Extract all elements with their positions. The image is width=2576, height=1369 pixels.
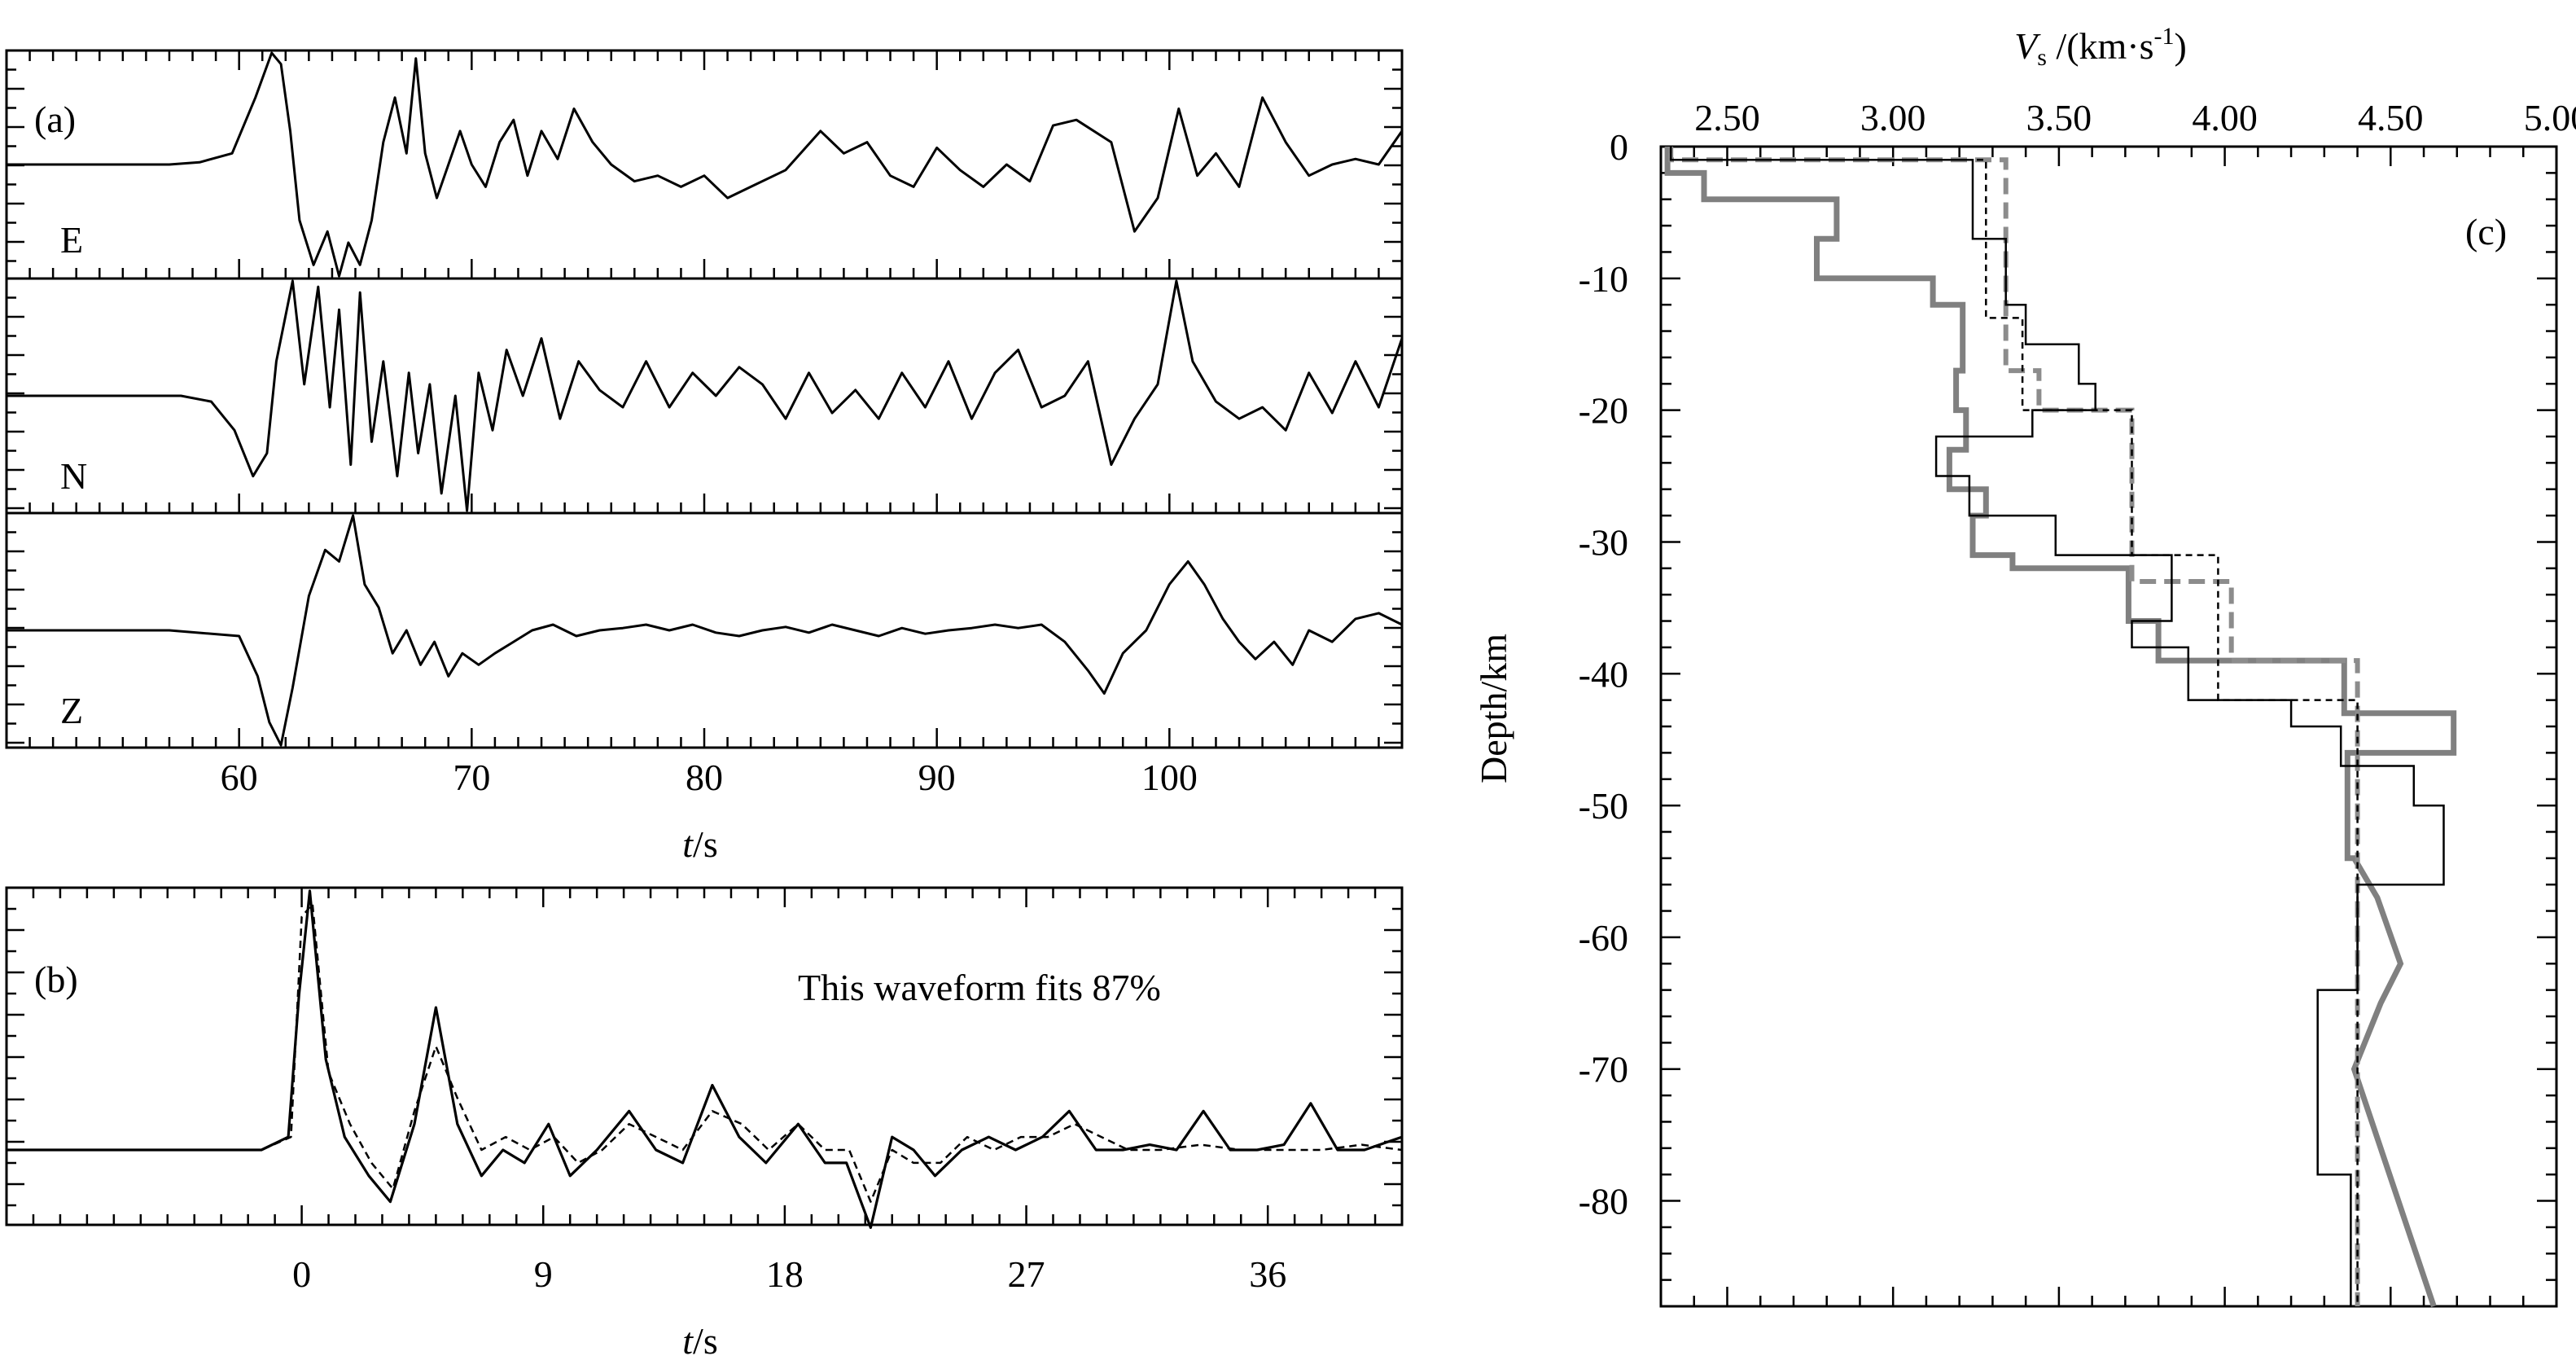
- panel-c-x-tick-label: 3.50: [2026, 97, 2092, 138]
- panel-c-plot-area: [1659, 145, 2558, 1308]
- panel-b-frame: [5, 886, 1404, 1226]
- panel-c-y-tick-label: 0: [1610, 126, 1628, 168]
- panel-a-waveforms: (a) E N Z 60 70 80 90 100 t/s: [5, 49, 1404, 865]
- panel-b-x-tick-labels: 0 9 18 27 36: [292, 1253, 1286, 1295]
- panel-a-x-tick-labels: 60 70 80 90 100: [221, 757, 1198, 798]
- panel-c-y-tick-label: -40: [1579, 653, 1628, 695]
- panel-b-plot-area: [5, 886, 1404, 1229]
- panel-c-x-tick-label: 4.00: [2192, 97, 2258, 138]
- panel-b-waveform-fit: (b) This waveform fits 87% 0 9 18 27 36 t/s: [5, 886, 1404, 1362]
- panel-c-x-tick-label: 5.00: [2524, 97, 2576, 138]
- panel-b-annotation: This waveform fits 87%: [798, 967, 1161, 1008]
- series-label-e: E: [60, 219, 83, 261]
- panel-c-frame: [1659, 145, 2558, 1308]
- panel-a-subplot-z: [5, 511, 1404, 749]
- panel-b-x-axis-label: t/s: [682, 1320, 717, 1362]
- panel-c-y-tick-label: -60: [1579, 917, 1628, 959]
- panel-c-y-tick-label: -80: [1579, 1181, 1628, 1222]
- series-label-n: N: [60, 455, 87, 497]
- panel-b-x-tick-label: 9: [534, 1253, 553, 1295]
- panel-a-subplot-n: [5, 277, 1404, 515]
- panel-c-y-tick-label: -50: [1579, 785, 1628, 827]
- panel-a-x-tick-label: 60: [221, 757, 258, 798]
- panel-c-y-tick-labels: 0 -10 -20 -30 -40 -50 -60 -70 -80: [1579, 126, 1628, 1222]
- panel-b-x-tick-label: 18: [766, 1253, 804, 1295]
- panel-b-x-tick-label: 27: [1008, 1253, 1045, 1295]
- velocity-profile-gray-thick-dashed: [1668, 147, 2360, 1306]
- observed-waveform-solid: [7, 889, 1403, 1229]
- velocity-profile-black-thin-dashed: [1669, 147, 2359, 1306]
- panel-a-z-frame: [5, 511, 1404, 749]
- panel-a-subplot-e: [5, 49, 1404, 280]
- velocity-profile-black-thin-solid: [1669, 147, 2445, 1306]
- panel-b-x-tick-label: 36: [1249, 1253, 1286, 1295]
- panel-a-e-frame: [5, 49, 1404, 280]
- waveform-line-z: [7, 514, 1403, 747]
- panel-c-y-tick-label: -30: [1579, 521, 1628, 563]
- panel-a-x-tick-label: 70: [453, 757, 490, 798]
- panel-b-letter: (b): [34, 959, 78, 1000]
- panel-a-x-tick-label: 80: [686, 757, 723, 798]
- panel-a-x-tick-label: 100: [1141, 757, 1198, 798]
- panel-c-y-tick-label: -10: [1579, 258, 1628, 300]
- panel-c-y-axis-label: Depth/km: [1473, 634, 1514, 783]
- panel-c-x-tick-label: 4.50: [2358, 97, 2424, 138]
- waveform-line-e: [7, 51, 1404, 278]
- panel-b-x-tick-label: 0: [292, 1253, 311, 1295]
- panel-a-letter: (a): [34, 99, 76, 140]
- panel-c-x-tick-label: 3.00: [1860, 97, 1926, 138]
- panel-c-y-tick-label: -20: [1579, 390, 1628, 432]
- series-label-z: Z: [60, 690, 83, 731]
- panel-c-x-tick-labels: 2.50 3.00 3.50 4.00 4.50 5.00: [1694, 97, 2576, 138]
- synthetic-waveform-dashed: [7, 902, 1403, 1203]
- panel-c-x-axis-label: Vs /(km·s-1): [2014, 23, 2187, 71]
- panel-a-x-tick-label: 90: [918, 757, 956, 798]
- panel-c-y-tick-label: -70: [1579, 1049, 1628, 1090]
- panel-a-x-axis-label: t/s: [682, 823, 717, 865]
- panel-c-x-tick-label: 2.50: [1694, 97, 1760, 138]
- panel-c-letter: (c): [2465, 211, 2507, 252]
- waveform-line-n: [7, 279, 1404, 512]
- panel-a-n-frame: [5, 277, 1404, 515]
- panel-c-velocity-profile: (c) 2.50 3.00 3.50 4.00 4.50 5.00 0 -10 -20 -30 -…: [1473, 23, 2576, 1308]
